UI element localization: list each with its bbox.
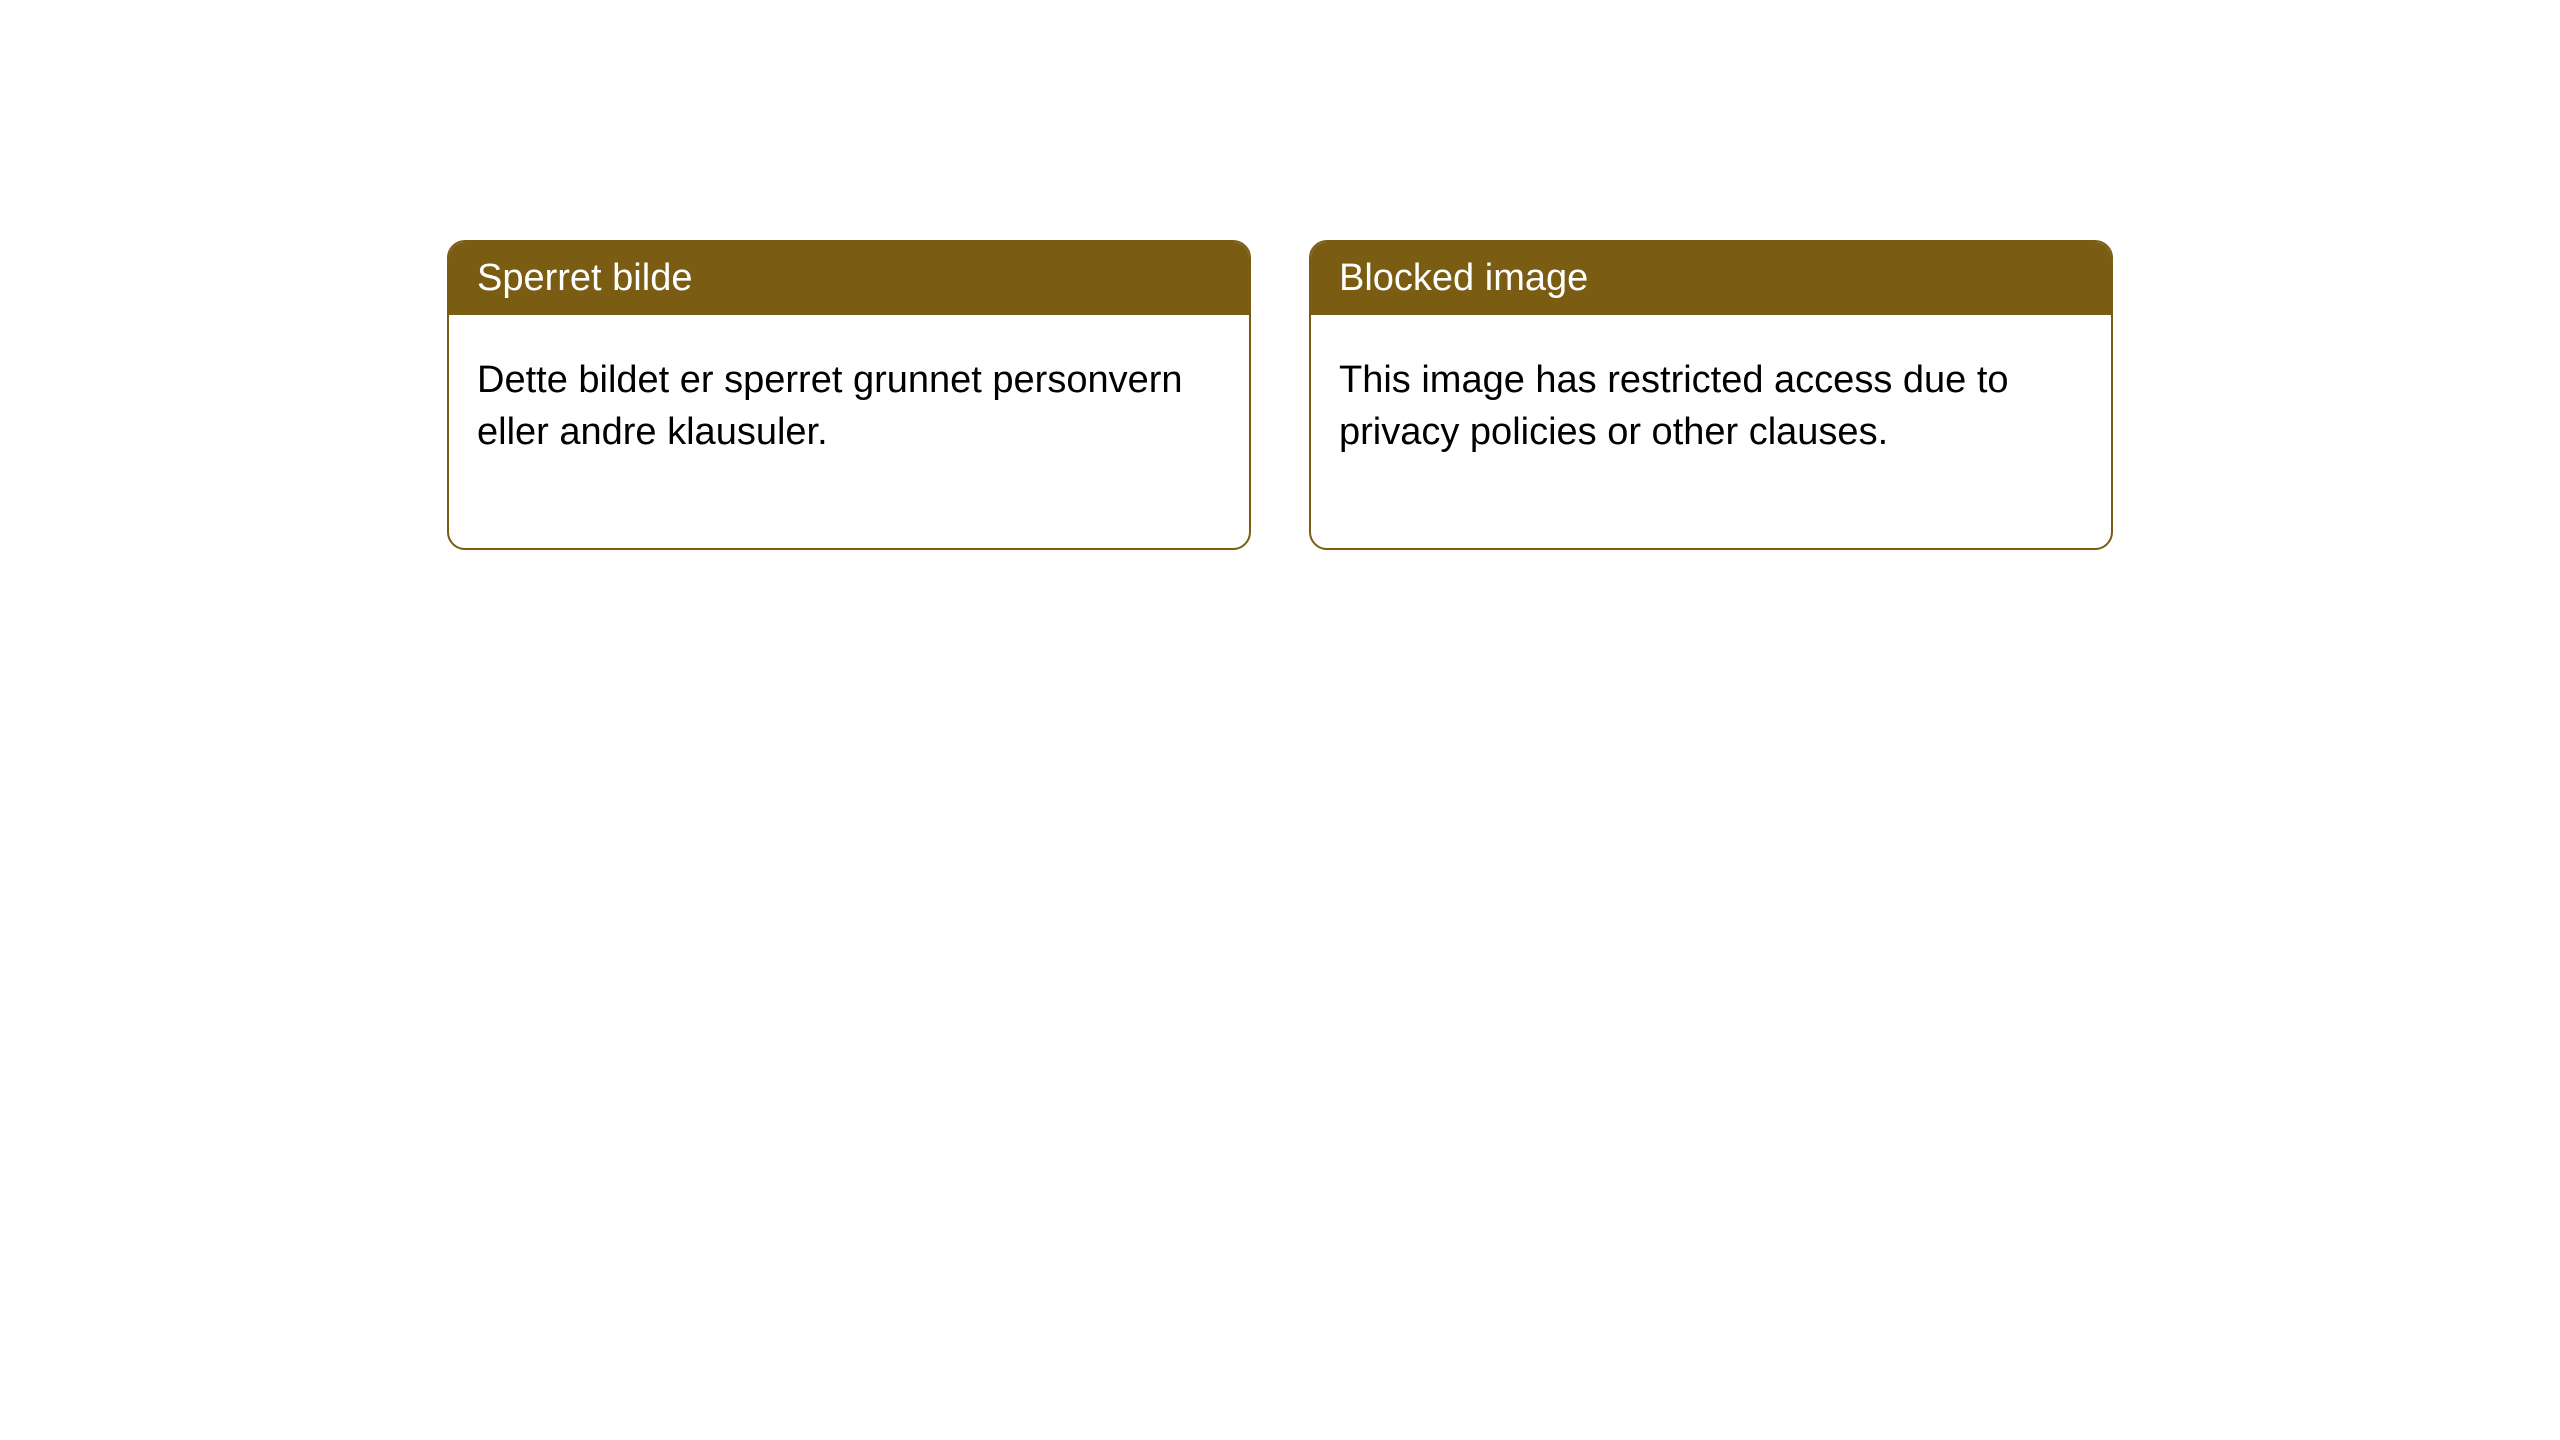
notice-card-english: Blocked image This image has restricted …: [1309, 240, 2113, 550]
notice-body-norwegian: Dette bildet er sperret grunnet personve…: [449, 315, 1249, 548]
notice-card-norwegian: Sperret bilde Dette bildet er sperret gr…: [447, 240, 1251, 550]
notice-title-norwegian: Sperret bilde: [449, 242, 1249, 315]
notice-title-english: Blocked image: [1311, 242, 2111, 315]
notice-container: Sperret bilde Dette bildet er sperret gr…: [0, 240, 2560, 550]
notice-body-english: This image has restricted access due to …: [1311, 315, 2111, 548]
